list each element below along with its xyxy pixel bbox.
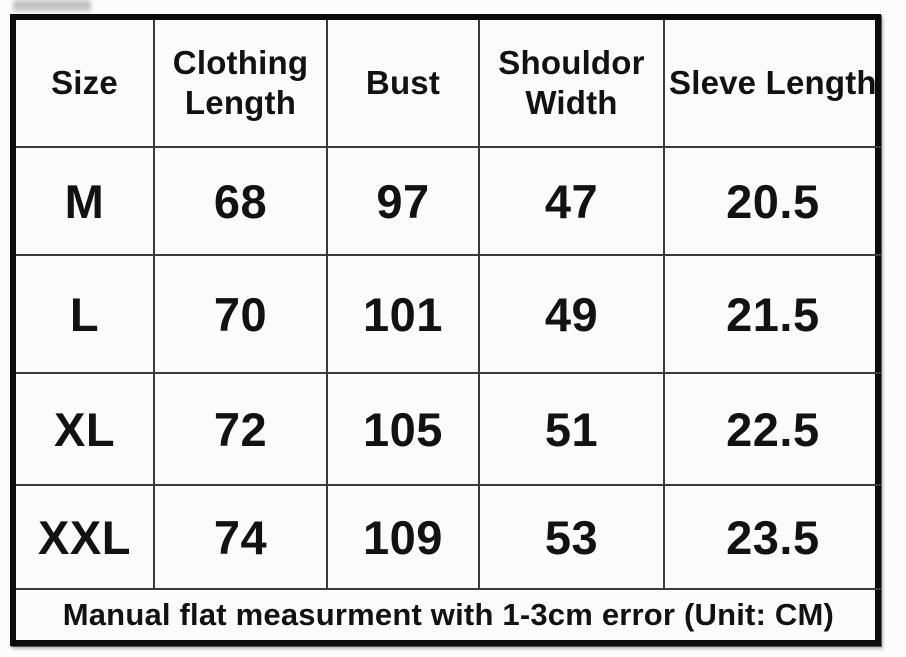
value-cell-xl-sleeve-length: 22.5: [665, 374, 881, 486]
size-chart-table: Size Clothing Length Bust Shouldor Width…: [10, 14, 881, 646]
value-cell-xl-clothing-length: 72: [155, 374, 328, 486]
value-cell-m-bust: 97: [328, 148, 480, 256]
value-cell-m-clothing-length: 68: [155, 148, 328, 256]
value-cell-l-shoulder-width: 49: [480, 256, 665, 374]
value-cell-xxl-bust: 109: [328, 486, 480, 590]
value-cell-xxl-shoulder-width: 53: [480, 486, 665, 590]
header-cell-shoulder-width: Shouldor Width: [480, 20, 665, 148]
value-cell-l-sleeve-length: 21.5: [665, 256, 881, 374]
size-cell-m: M: [16, 148, 155, 256]
value-cell-l-bust: 101: [328, 256, 480, 374]
size-cell-l: L: [16, 256, 155, 374]
header-cell-sleeve-length: Sleve Length: [665, 20, 881, 148]
value-cell-xxl-clothing-length: 74: [155, 486, 328, 590]
header-cell-size: Size: [16, 20, 155, 148]
header-cell-clothing-length: Clothing Length: [155, 20, 328, 148]
value-cell-xl-bust: 105: [328, 374, 480, 486]
value-cell-m-shoulder-width: 47: [480, 148, 665, 256]
value-cell-xl-shoulder-width: 51: [480, 374, 665, 486]
value-cell-xxl-sleeve-length: 23.5: [665, 486, 881, 590]
size-cell-xxl: XXL: [16, 486, 155, 590]
header-cell-bust: Bust: [328, 20, 480, 148]
watermark-smudge: [13, 0, 91, 11]
value-cell-l-clothing-length: 70: [155, 256, 328, 374]
value-cell-m-sleeve-length: 20.5: [665, 148, 881, 256]
size-cell-xl: XL: [16, 374, 155, 486]
measurement-note: Manual flat measurment with 1-3cm error …: [62, 597, 835, 632]
